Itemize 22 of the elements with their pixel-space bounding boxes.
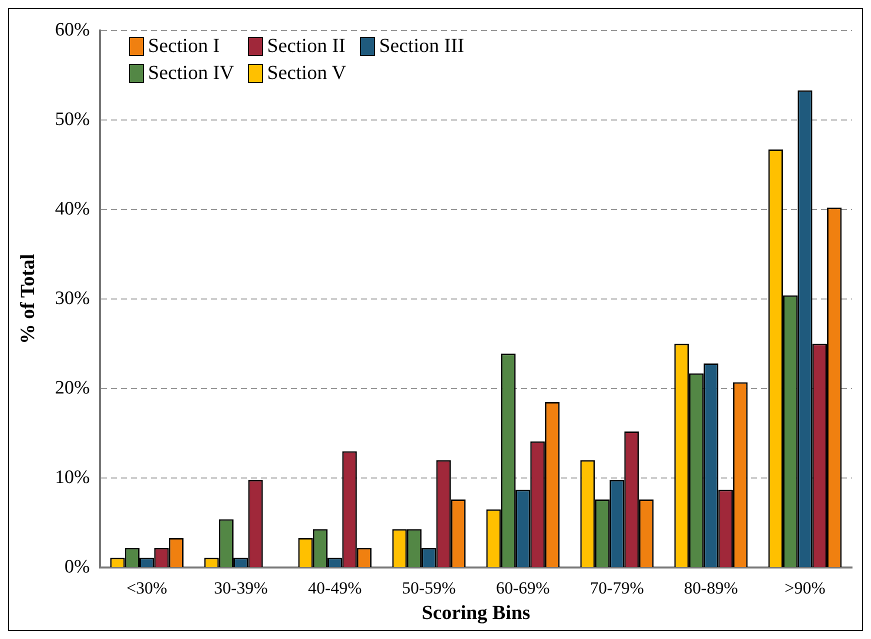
x-tick-label: <30%	[126, 578, 168, 598]
legend-label: Section V	[267, 62, 346, 85]
x-tick-label: 50-59%	[402, 578, 456, 598]
x-tick-label: >90%	[784, 578, 826, 598]
legend-label: Section II	[267, 35, 346, 58]
legend-label: Section I	[148, 35, 220, 58]
x-tick-label: 70-79%	[590, 578, 644, 598]
y-tick-label: 10%	[55, 467, 90, 488]
y-tick-label: 20%	[55, 378, 90, 399]
y-tick-label: 50%	[55, 108, 90, 130]
x-tick-label: 40-49%	[308, 578, 362, 598]
legend-label: Section IV	[148, 62, 234, 85]
y-tick-label: 60%	[55, 19, 90, 40]
x-tick-label: 60-69%	[496, 578, 550, 598]
legend-label: Section III	[379, 35, 464, 58]
y-tick-label: 0%	[64, 556, 90, 578]
x-tick-label: 80-89%	[684, 578, 738, 598]
x-tick-label: 30-39%	[214, 578, 268, 598]
y-tick-label: 30%	[55, 288, 90, 309]
y-axis-title: % of Total	[17, 254, 40, 344]
y-tick-label: 40%	[55, 198, 90, 220]
x-axis-title: Scoring Bins	[422, 602, 530, 624]
